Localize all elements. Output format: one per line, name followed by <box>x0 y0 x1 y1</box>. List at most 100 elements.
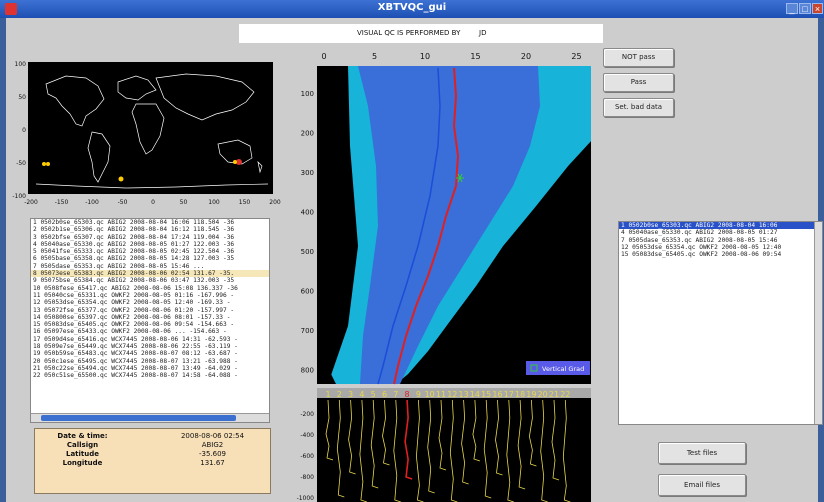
close-icon[interactable]: × <box>812 3 823 14</box>
list-item[interactable]: 14 050800se_65397.qc OWKF2 2008-08-06 08… <box>33 313 231 321</box>
waterfall-trace <box>404 399 413 480</box>
list-item[interactable]: 3 0502bfse_65307.qc ABIG2 2008-08-04 17:… <box>33 233 235 241</box>
not-pass-button[interactable]: NOT pass <box>603 48 674 67</box>
waterfall-trace <box>461 399 469 485</box>
waterfall-traces <box>325 399 571 502</box>
waterfall-trace <box>528 399 537 467</box>
waterfall-trace <box>438 399 447 471</box>
waterfall-label: 3 <box>348 390 353 399</box>
email-files-button[interactable]: Email files <box>658 474 746 496</box>
profile-x-tick: 0 <box>321 52 326 61</box>
profile-info-panel: Date & time: Callsign Latitude Longitude… <box>34 428 271 494</box>
waterfall-trace <box>517 399 526 490</box>
minimize-icon[interactable]: _ <box>786 3 798 14</box>
waterfall-label: 1 <box>325 390 330 399</box>
map-x-tick: 200 <box>269 199 281 206</box>
list-item[interactable]: 20 050c1ese_65495.qc WCX7445 2008-08-07 … <box>33 357 238 365</box>
waterfall-trace <box>495 399 503 476</box>
waterfall-y-tick: -800 <box>300 474 314 481</box>
list-item[interactable]: 5 05041fse_65333.qc ABIG2 2008-08-05 02:… <box>33 248 235 256</box>
waterfall-trace <box>449 399 458 502</box>
list-item[interactable]: 4 05040ase_65330.qc ABIG2 2008-08-05 01:… <box>33 240 235 248</box>
list-item[interactable]: 7 0505dase_65353.qc ABIG2 2008-08-05 15:… <box>621 236 778 244</box>
list-item[interactable]: 18 0509e7se_65449.qc WCX7445 2008-08-06 … <box>33 343 238 351</box>
list-item[interactable]: 7 0505dase_65353.qc ABIG2 2008-08-05 15:… <box>33 262 205 270</box>
list-item[interactable]: 6 0505base_65358.qc ABIG2 2008-08-05 14:… <box>33 255 235 263</box>
waterfall-label: 18 <box>515 390 525 399</box>
world-map: 100 50 0 -50 -100 -200 -150 -100 -50 0 50 100 150 20… <box>12 61 281 206</box>
profile-y-tick: 600 <box>301 288 314 296</box>
waterfall-labels: 1 2 3 4 5 6 7 8 9 10 11 12 13 14 15 16 17 18 19 20 21 22 <box>325 390 570 399</box>
map-y-tick: 0 <box>22 127 26 134</box>
list-item[interactable]: 15 05083dse_65405.qc OWKF2 2008-08-06 09… <box>33 321 235 329</box>
profile-y-tick: 800 <box>301 367 314 375</box>
list-item[interactable]: 15 05083dse_65405.qc OWKF2 2008-08-06 09… <box>621 251 782 259</box>
pass-button[interactable]: Pass <box>603 73 674 92</box>
waterfall-trace <box>393 399 401 502</box>
set-bad-data-button[interactable]: Set. bad data <box>603 98 674 117</box>
profile-y-tick: 100 <box>301 90 314 98</box>
waterfall-trace <box>382 399 390 466</box>
waterfall-label: 16 <box>492 390 502 399</box>
waterfall-y-tick: -1000 <box>297 495 315 502</box>
vertical-scrollbar[interactable] <box>814 222 822 424</box>
map-x-tick: 0 <box>151 199 155 206</box>
waterfall-label: 6 <box>382 390 387 399</box>
map-x-tick: 50 <box>180 199 188 206</box>
list-item[interactable]: 1 0502b0se_65303.qc ABIG2 2008-08-04 16:… <box>33 219 235 226</box>
profile-y-tick: 700 <box>301 327 314 335</box>
profile-y-tick: 200 <box>301 130 314 138</box>
waterfall-trace <box>427 399 435 494</box>
list-item[interactable]: 10 0508fese_65417.qc ABIG2 2008-08-06 15… <box>33 284 238 292</box>
list-item[interactable]: 8 05073ese_65383.qc ABIG2 2008-08-06 02:… <box>31 270 269 278</box>
info-label-longitude: Longitude <box>62 459 103 467</box>
waterfall-trace <box>336 399 345 498</box>
list-item[interactable]: 2 0502b1se_65306.qc ABIG2 2008-08-04 16:… <box>33 226 235 234</box>
chart-legend <box>526 361 590 375</box>
list-item[interactable]: 19 050b59se_65483.qc WCX7445 2008-08-07 … <box>33 350 238 358</box>
waterfall-y-tick: -400 <box>300 432 314 439</box>
map-x-tick: -100 <box>85 199 99 206</box>
map-y-tick: 50 <box>18 94 26 101</box>
waterfall-label: 17 <box>504 390 514 399</box>
waterfall-label-strip <box>317 388 591 398</box>
plot-bg-left <box>317 66 358 384</box>
profile-x-tick: 20 <box>521 52 531 61</box>
info-label-callsign: Callsign <box>66 441 99 449</box>
list-item[interactable]: 17 0509d4se_65416.qc WCX7445 2008-08-06 … <box>33 335 238 343</box>
scrollbar-thumb[interactable] <box>41 415 236 421</box>
list-item[interactable]: 13 05072fse_65377.qc OWKF2 2008-08-06 01… <box>33 306 235 314</box>
list-item[interactable]: 11 05040cse_65331.qc OWKF2 2008-08-05 01… <box>33 291 235 299</box>
mean-profile-line <box>377 67 441 385</box>
list-item[interactable]: 16 05097ese_65433.qc OWKF2 2008-08-06 ..… <box>33 328 227 336</box>
map-x-tick: 150 <box>239 199 251 206</box>
maximize-icon[interactable]: □ <box>799 3 811 14</box>
profile-file-list[interactable]: 1 0502b0se_65303.qc ABIG2 2008-08-04 16:… <box>30 218 270 423</box>
plot-bg-right <box>448 146 591 384</box>
list-item[interactable]: 12 05053dse_65354.qc OWKF2 2008-08-05 12… <box>621 243 782 251</box>
map-x-tick: 100 <box>208 199 220 206</box>
waterfall-label: 20 <box>538 390 548 399</box>
info-value-longitude: 131.67 <box>200 459 225 467</box>
list-item[interactable]: 21 050c22se_65494.qc WCX7445 2008-08-07 … <box>33 364 238 372</box>
list-item[interactable]: 1 0502b0se_65303.qc ABIG2 2008-08-04 16:… <box>619 222 822 230</box>
main-panel: VISUAL QC IS PERFORMED BY JD <box>6 18 823 502</box>
waterfall-canvas <box>317 394 591 502</box>
waterfall-label: 7 <box>393 390 398 399</box>
waterfall-y-tick: -600 <box>300 453 314 460</box>
waterfall-label: 21 <box>549 390 559 399</box>
list-item[interactable]: 9 05075bse_65384.qc ABIG2 2008-08-06 03:… <box>33 277 235 285</box>
info-label-datetime: Date & time: <box>57 432 108 440</box>
list-item[interactable]: 12 05053dse_65354.qc OWKF2 2008-08-05 12… <box>33 299 231 307</box>
horizontal-scrollbar[interactable] <box>31 413 269 422</box>
waterfall-label: 14 <box>470 390 480 399</box>
list-item[interactable]: 4 05040ase_65330.qc ABIG2 2008-08-05 01:… <box>621 229 778 237</box>
map-x-tick: -200 <box>24 199 38 206</box>
selected-profiles-list[interactable]: 1 0502b0se_65303.qc ABIG2 2008-08-04 16:… <box>618 221 823 425</box>
waterfall-trace <box>483 399 492 499</box>
info-value-callsign: ABIG2 <box>201 441 224 449</box>
list-item[interactable]: 22 050c51se_65500.qc WCX7445 2008-08-07 … <box>33 372 238 380</box>
map-y-tick: -50 <box>16 160 26 167</box>
test-files-button[interactable]: Test files <box>658 442 746 464</box>
